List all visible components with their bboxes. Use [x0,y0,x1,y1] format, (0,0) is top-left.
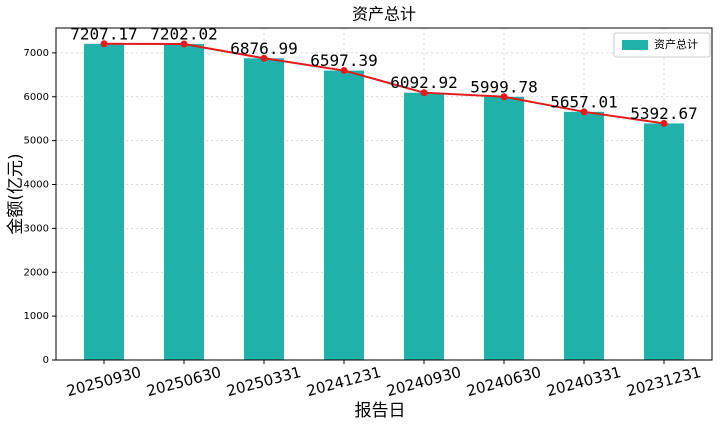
line-point [260,54,268,62]
y-tick-label: 5000 [24,136,49,147]
line-point [580,108,588,116]
y-tick-label: 1000 [24,311,49,322]
line-point [420,89,428,97]
data-label: 7202.02 [150,25,217,44]
bar [164,44,204,360]
legend-label: 资产总计 [654,37,698,51]
y-axis-label: 金额(亿元) [6,153,26,234]
data-label: 6092.92 [390,73,457,92]
y-tick-label: 0 [43,355,49,366]
line-point [660,119,668,127]
bar [244,58,284,360]
data-label: 6597.39 [310,51,377,70]
data-label: 5392.67 [630,104,697,123]
chart-title: 资产总计 [352,5,416,24]
bar [644,123,684,360]
x-axis-label: 报告日 [355,401,406,421]
data-label: 5657.01 [550,92,617,111]
line-point [100,40,108,48]
line [103,42,665,125]
line-point [180,40,188,48]
y-tick-label: 2000 [24,267,49,278]
plot-frame [55,27,713,361]
y-tick-label: 4000 [24,180,49,191]
y-tick-label: 6000 [24,92,49,103]
marks [84,40,684,361]
bar [564,111,604,360]
y-tick-label: 7000 [24,48,49,59]
y-tick-label: 3000 [24,223,49,234]
bar [324,70,364,361]
line-point [500,93,508,101]
legend-box [613,32,711,58]
data-label: 5999.78 [470,77,537,96]
bar [484,96,524,360]
data-label: 6876.99 [230,39,297,58]
data-label: 7207.17 [70,24,137,43]
bar [404,92,444,361]
line-point [340,67,348,75]
bar [84,43,124,360]
legend-swatch [622,40,648,50]
